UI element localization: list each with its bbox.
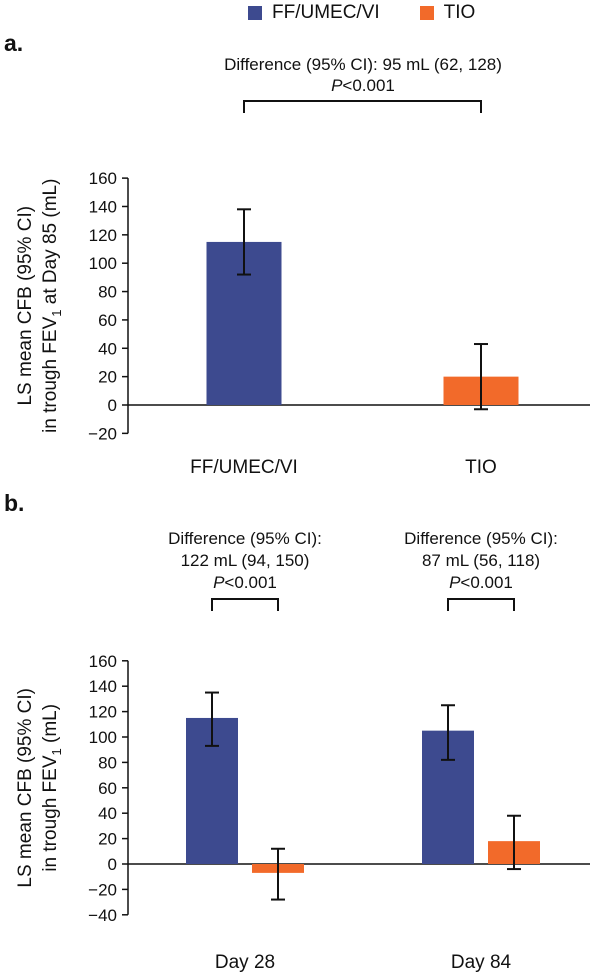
panel-a-y-tick-label: 120 bbox=[89, 226, 117, 245]
panel-b-significance-bracket-day-84 bbox=[447, 598, 515, 611]
panel-a-x-tick-label: FF/UMEC/VI bbox=[190, 457, 298, 478]
panel-a-y-axis-label-line2: in trough FEV1 at Day 85 (mL) bbox=[40, 179, 64, 433]
panel-b-y-axis-label-line1: LS mean CFB (95% CI) bbox=[15, 688, 36, 888]
panel-b-difference-text: Difference (95% CI): bbox=[404, 529, 558, 548]
legend-swatch-tio bbox=[419, 6, 434, 20]
panel-b-y-tick-label: 20 bbox=[98, 830, 117, 849]
panel-a-x-tick-label: TIO bbox=[465, 457, 497, 478]
legend-swatch-ff-umec-vi bbox=[248, 6, 262, 20]
panel-a-y-axis-label-line1: LS mean CFB (95% CI) bbox=[15, 206, 36, 406]
error-bar-tio-day-28 bbox=[271, 847, 285, 901]
panel-b-y-axis-label: LS mean CFB (95% CI) in trough FEV1 (mL) bbox=[15, 688, 64, 888]
panel-a-y-tick-label: 40 bbox=[98, 339, 117, 358]
panel-a-y-tick-label: 100 bbox=[89, 254, 117, 273]
error-bar-ff-umec-vi-day-84 bbox=[441, 704, 455, 761]
legend-label-ff-umec-vi: FF/UMEC/VI bbox=[272, 2, 380, 23]
panel-a-y-tick-label: 80 bbox=[98, 283, 117, 302]
panel-a-y-tick-label: 20 bbox=[98, 368, 117, 387]
legend-item-tio: TIO bbox=[419, 2, 476, 24]
panel-b-p-value: P<0.001 bbox=[213, 573, 277, 592]
panel-b-y-tick-label: 60 bbox=[98, 779, 117, 798]
panel-b-y-tick-label: 0 bbox=[108, 855, 117, 874]
panel-b-p-value: P<0.001 bbox=[449, 573, 513, 592]
error-bar-ff-umec-vi-day-28 bbox=[205, 691, 219, 747]
panel-a-y-tick-label: 160 bbox=[89, 169, 117, 188]
panel-a-y-axis-label: LS mean CFB (95% CI) in trough FEV1 at Da… bbox=[15, 179, 64, 433]
panel-b-y-tick-label: 160 bbox=[89, 652, 117, 671]
legend-label-tio: TIO bbox=[443, 2, 476, 23]
panel-a-difference-text: Difference (95% CI): 95 mL (62, 128) bbox=[224, 55, 502, 74]
panel-a-y-tick-label: 140 bbox=[89, 197, 117, 216]
panel-b-y-tick-label: 40 bbox=[98, 804, 117, 823]
panel-a-significance-bracket bbox=[243, 100, 482, 113]
panel-b-y-tick-label: −40 bbox=[88, 906, 117, 925]
panel-a-y-tick-label: −20 bbox=[88, 424, 117, 443]
chart-legend: FF/UMEC/VI TIO bbox=[248, 0, 475, 26]
error-bar-tio bbox=[474, 343, 488, 411]
panel-b-x-tick-label: Day 84 bbox=[451, 952, 512, 973]
panel-b-label: b. bbox=[4, 490, 25, 516]
panel-b-difference-value: 122 mL (94, 150) bbox=[181, 551, 310, 570]
panel-b-y-tick-label: 80 bbox=[98, 753, 117, 772]
panel-a-p-value: P<0.001 bbox=[331, 76, 395, 95]
panel-b-x-tick-label: Day 28 bbox=[215, 952, 275, 973]
panel-a-y-tick-label: 60 bbox=[98, 311, 117, 330]
panel-a-label: a. bbox=[4, 30, 24, 56]
panel-b-y-tick-label: −20 bbox=[88, 880, 117, 899]
panel-b-difference-value: 87 mL (56, 118) bbox=[422, 551, 540, 570]
panel-b-y-tick-label: 100 bbox=[89, 728, 117, 747]
error-bar-ff-umec-vi bbox=[237, 208, 251, 276]
panel-a-y-tick-label: 0 bbox=[108, 396, 117, 415]
panel-b-y-tick-label: 140 bbox=[89, 677, 117, 696]
panel-b-difference-text: Difference (95% CI): bbox=[168, 529, 322, 548]
panel-b-y-axis-label-line2: in trough FEV1 (mL) bbox=[40, 704, 64, 872]
legend-item-ff-umec-vi: FF/UMEC/VI bbox=[248, 2, 380, 24]
error-bar-tio-day-84 bbox=[507, 814, 521, 871]
panel-b-y-tick-label: 120 bbox=[89, 703, 117, 722]
panel-b-significance-bracket-day-28 bbox=[211, 598, 279, 611]
